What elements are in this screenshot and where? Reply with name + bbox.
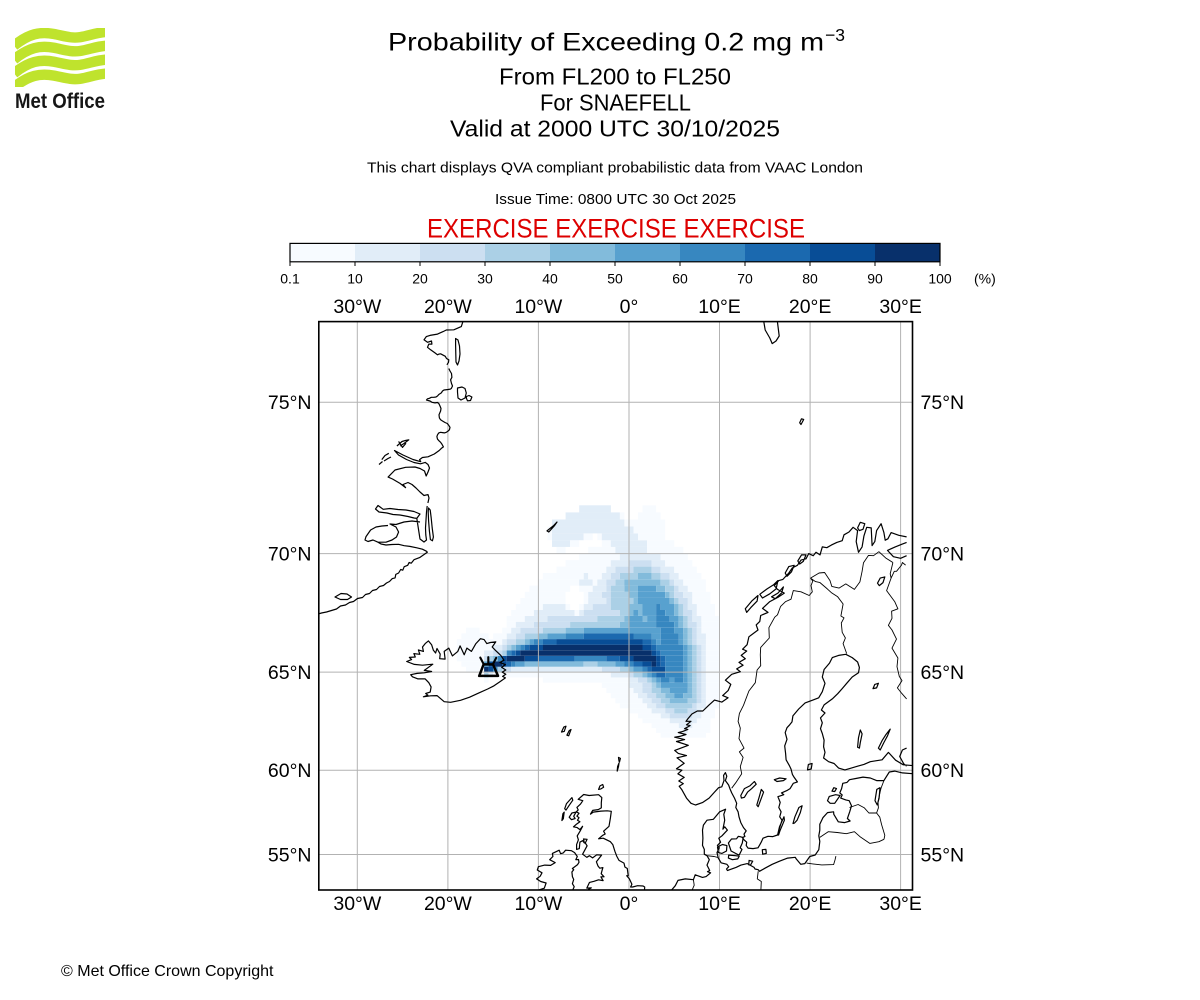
svg-text:20°W: 20°W xyxy=(424,893,472,915)
svg-text:70°N: 70°N xyxy=(268,543,312,565)
svg-text:0°: 0° xyxy=(620,893,639,915)
svg-text:70: 70 xyxy=(737,271,753,287)
svg-text:10°E: 10°E xyxy=(698,296,741,318)
svg-text:75°N: 75°N xyxy=(921,392,965,414)
svg-text:90: 90 xyxy=(867,271,883,287)
svg-text:60: 60 xyxy=(672,271,688,287)
svg-text:From FL200 to FL250: From FL200 to FL250 xyxy=(499,64,731,90)
svg-text:80: 80 xyxy=(802,271,818,287)
svg-text:65°N: 65°N xyxy=(921,662,965,684)
svg-text:Probability of Exceeding 0.2 m: Probability of Exceeding 0.2 mg m xyxy=(388,29,824,57)
svg-text:0.1: 0.1 xyxy=(280,271,300,287)
svg-text:0°: 0° xyxy=(620,296,639,318)
svg-text:55°N: 55°N xyxy=(268,844,312,866)
svg-text:20: 20 xyxy=(412,271,428,287)
svg-text:55°N: 55°N xyxy=(921,844,965,866)
svg-text:10°E: 10°E xyxy=(698,893,741,915)
svg-text:20°E: 20°E xyxy=(789,893,832,915)
svg-text:65°N: 65°N xyxy=(268,662,312,684)
svg-text:100: 100 xyxy=(928,271,952,287)
svg-text:60°N: 60°N xyxy=(921,760,965,782)
svg-text:20°E: 20°E xyxy=(789,296,832,318)
svg-text:(%): (%) xyxy=(974,271,996,287)
svg-text:20°W: 20°W xyxy=(424,296,472,318)
svg-text:© Met Office Crown Copyright: © Met Office Crown Copyright xyxy=(61,963,274,980)
svg-text:75°N: 75°N xyxy=(268,392,312,414)
svg-text:This chart displays QVA compli: This chart displays QVA compliant probab… xyxy=(367,161,863,177)
svg-text:10°W: 10°W xyxy=(514,893,562,915)
svg-text:40: 40 xyxy=(542,271,558,287)
svg-text:60°N: 60°N xyxy=(268,760,312,782)
svg-text:EXERCISE EXERCISE EXERCISE: EXERCISE EXERCISE EXERCISE xyxy=(427,214,805,244)
svg-text:For SNAEFELL: For SNAEFELL xyxy=(540,90,691,116)
svg-text:30: 30 xyxy=(477,271,493,287)
svg-text:50: 50 xyxy=(607,271,623,287)
svg-text:30°E: 30°E xyxy=(879,296,922,318)
svg-text:Issue Time: 0800 UTC 30 Oct 20: Issue Time: 0800 UTC 30 Oct 2025 xyxy=(495,192,736,208)
svg-text:Met Office: Met Office xyxy=(15,90,105,113)
svg-text:30°W: 30°W xyxy=(333,296,381,318)
svg-text:10: 10 xyxy=(347,271,363,287)
svg-text:−3: −3 xyxy=(825,25,845,45)
svg-text:30°W: 30°W xyxy=(333,893,381,915)
svg-text:10°W: 10°W xyxy=(514,296,562,318)
svg-text:70°N: 70°N xyxy=(921,543,965,565)
svg-text:30°E: 30°E xyxy=(879,893,922,915)
svg-text:Valid at 2000 UTC 30/10/2025: Valid at 2000 UTC 30/10/2025 xyxy=(450,116,780,142)
